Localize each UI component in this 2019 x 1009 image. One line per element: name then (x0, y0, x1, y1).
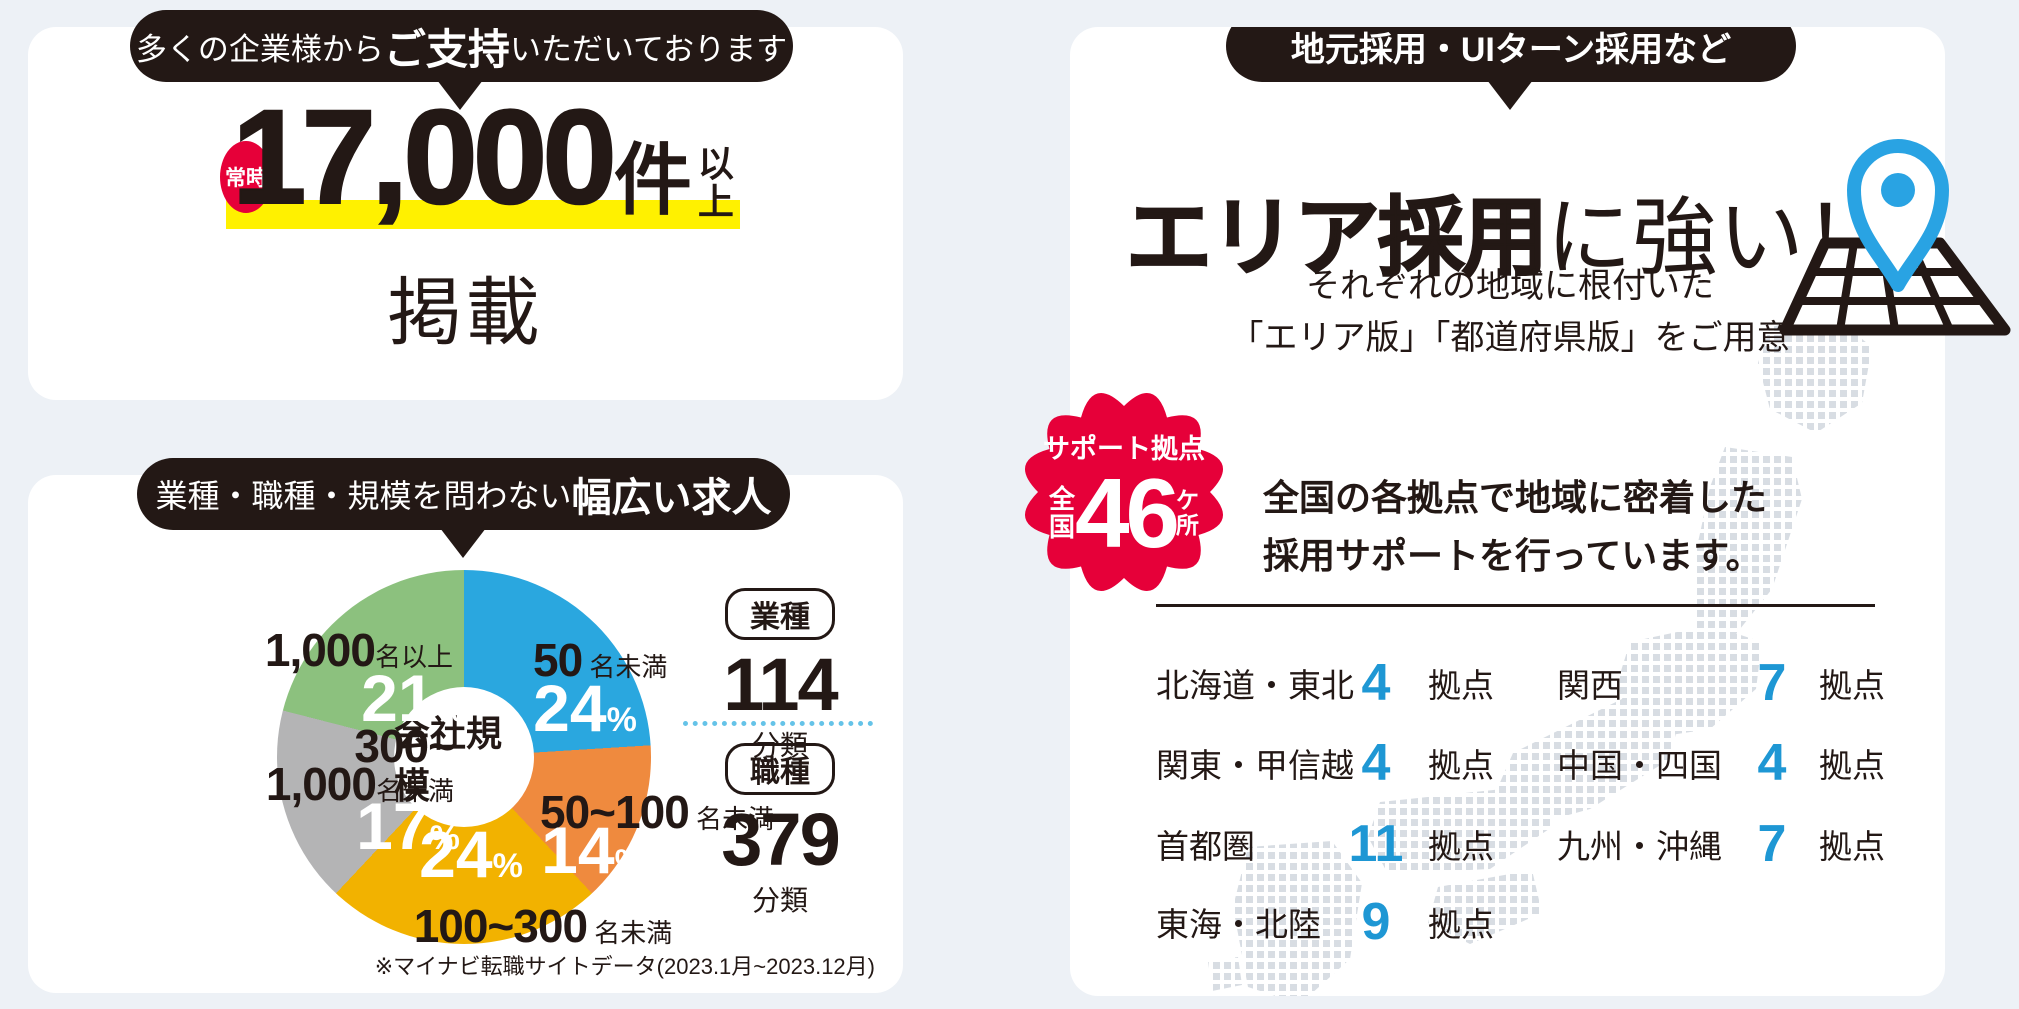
description-line: 採用サポートを行っています。 (1263, 535, 1762, 576)
region-row-kanto-koshinetsu: 関東・甲信越 4 拠点 (1156, 734, 1494, 792)
heading-emphasis: エリア採用 (1125, 189, 1549, 287)
badge-title: サポート拠点 (1043, 434, 1205, 464)
area-heading: エリア採用に強い！ (1118, 167, 1898, 292)
dotted-separator (683, 721, 873, 726)
area-description: 全国の各拠点で地域に密着した 採用サポートを行っています。 (1263, 469, 1767, 585)
segment-pct-300-1000: 17% (356, 789, 460, 863)
donut-center-label: 会社規模 (394, 687, 534, 827)
segment-label-300-1000-line1: 300~ (354, 720, 455, 772)
segment-label-under50: 50 名未満 (533, 634, 668, 686)
occupation-value: 379 (721, 798, 840, 881)
listing-caption: 掲載 (387, 271, 544, 354)
listings-card: 多くの企業様から ご支持 いただいております 常時 17,000 件 以 上 掲載 (28, 10, 903, 400)
bubble-text: 業種・職種・規模を問わない (155, 478, 572, 514)
segment-pct-100-300: 24% (419, 817, 523, 891)
segment-pct-under50: 24% (533, 671, 637, 745)
region-row-hokkaido-tohoku: 北海道・東北 4 拠点 (1156, 654, 1494, 712)
listing-count: 17,000 件 以 上 (231, 83, 734, 232)
suffix-char: 上 (697, 181, 734, 223)
subtext-line: それぞれの地域に根付いた (1306, 267, 1714, 305)
bubble-emphasis: 幅広い求人 (571, 476, 772, 520)
japan-dot-map (1208, 315, 1872, 996)
listings-bubble: 多くの企業様から ご支持 いただいております (130, 10, 793, 82)
industry-pill: 業種 (725, 588, 835, 640)
segment-label-300-1000-line2: 1,000名未満 (265, 758, 454, 810)
area-bubble: 地元採用・UIターン採用など (1226, 27, 1796, 82)
count-unit: 件 (613, 136, 692, 224)
region-row-kyushu-okinawa: 九州・沖縄 7 拠点 (1557, 815, 1885, 873)
badge-content: サポート拠点 全国 46 ケ所 (1014, 389, 1234, 595)
count-suffix: 以 上 (698, 145, 734, 221)
map-pin-icon (1770, 120, 2018, 345)
segment-pct-1000plus: 21% (361, 661, 465, 735)
bubble-text: 多くの企業様から (135, 31, 384, 67)
data-source-note: ※マイナビ転職サイトデータ(2023.1月~2023.12月) (374, 954, 875, 979)
badge-value: 46 (1075, 458, 1180, 568)
always-badge: 常時 (220, 141, 272, 213)
count-number: 17,000 (231, 83, 618, 232)
occupation-pill: 職種 (725, 743, 835, 795)
description-line: 全国の各拠点で地域に密着した (1263, 477, 1768, 518)
segment-label-50-100: 50~100 名未満 (540, 786, 775, 838)
suffix-char: 以 (697, 143, 734, 185)
region-row-shutoken: 首都圏 11 拠点 (1156, 815, 1494, 873)
bubble-pointer (440, 528, 486, 558)
region-row-tokai-hokuriku: 東海・北陸 9 拠点 (1156, 893, 1494, 951)
chart-bubble: 業種・職種・規模を問わない 幅広い求人 (137, 458, 790, 530)
segment-label-1000plus: 1,000名以上 (264, 624, 453, 676)
badge-suffix: ケ所 (1176, 487, 1200, 539)
badge-count-row: 全国 46 ケ所 (1049, 462, 1199, 565)
industry-value: 114 (723, 643, 838, 726)
region-row-chugoku-shikoku: 中国・四国 4 拠点 (1557, 734, 1885, 792)
support-locations-badge: サポート拠点 全国 46 ケ所 (1014, 389, 1234, 595)
segment-pct-50-100: 14% (541, 813, 645, 887)
area-subtext: それぞれの地域に根付いた 「エリア版」「都道府県版」をご用意 (1120, 260, 1900, 364)
yellow-highlight (226, 200, 740, 229)
occupation-classification: 職種 379 分類 (700, 743, 860, 919)
bubble-emphasis: ご支持 (383, 25, 510, 73)
section-divider (1156, 604, 1875, 607)
segment-label-100-300: 100~300 名未満 (413, 900, 673, 952)
industry-classification: 業種 114 分類 (700, 588, 860, 764)
subtext-line: 「エリア版」「都道府県版」をご用意 (1229, 319, 1791, 357)
chart-card: 業種・職種・規模を問わない 幅広い求人 会社規模 50 名未満 24% 50~10… (28, 458, 903, 993)
badge-prefix: 全国 (1048, 483, 1075, 543)
region-row-kansai: 関西 7 拠点 (1557, 654, 1885, 712)
bubble-text: いただいております (509, 31, 788, 67)
starburst-shape (1024, 392, 1224, 592)
occupation-unit: 分類 (751, 885, 808, 916)
area-card: 地元採用・UIターン採用など エリア採用に強い！ それぞれの地域に根付いた 「エ… (1070, 27, 1945, 996)
